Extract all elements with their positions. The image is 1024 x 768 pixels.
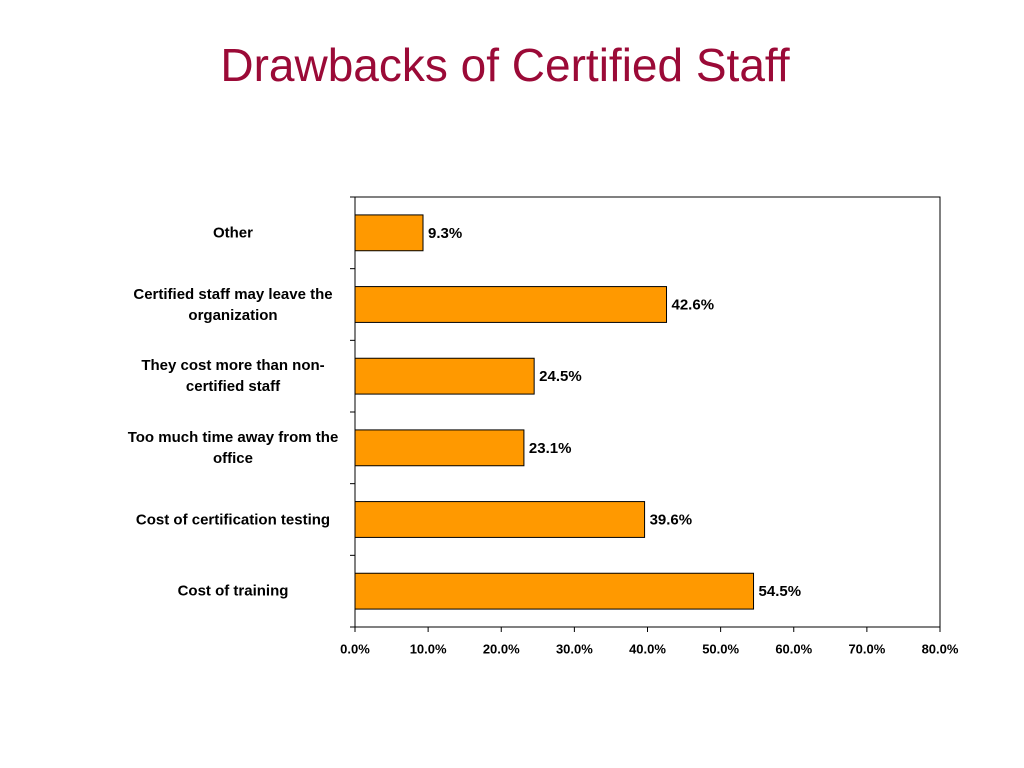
data-label: 24.5%	[539, 368, 582, 385]
data-label: 23.1%	[529, 440, 572, 457]
bar	[354, 501, 646, 538]
x-tick-label: 60.0%	[775, 641, 812, 656]
x-tick-label: 0.0%	[340, 641, 370, 656]
chart-title: Drawbacks of Certified Staff	[220, 39, 790, 91]
data-label: 54.5%	[759, 583, 802, 600]
y-tick-label: Other	[212, 224, 253, 242]
data-label: 9.3%	[428, 225, 462, 242]
data-label: 39.6%	[650, 511, 693, 528]
y-tick-label: Too much time away from the office	[127, 428, 339, 467]
bar	[354, 214, 424, 252]
x-tick-label: 70.0%	[848, 641, 885, 656]
x-tick-label: 20.0%	[483, 641, 520, 656]
y-tick-label: They cost more than non-certified staff	[141, 357, 325, 396]
y-tick-label: Cost of training	[177, 582, 289, 600]
y-tick-label: Certified staff may leave the organizati…	[133, 285, 333, 324]
bar	[354, 286, 668, 323]
y-tick-label: Cost of certification testing	[135, 511, 331, 528]
x-tick-label: 30.0%	[556, 641, 593, 656]
bar	[354, 572, 755, 610]
x-tick-label: 50.0%	[702, 641, 739, 656]
bar	[354, 357, 535, 395]
x-tick-label: 80.0%	[922, 641, 959, 656]
x-tick-label: 10.0%	[410, 641, 447, 656]
x-tick-label: 40.0%	[629, 641, 666, 656]
plot-area	[354, 196, 941, 628]
data-label: 42.6%	[672, 296, 715, 313]
bar	[354, 429, 525, 467]
